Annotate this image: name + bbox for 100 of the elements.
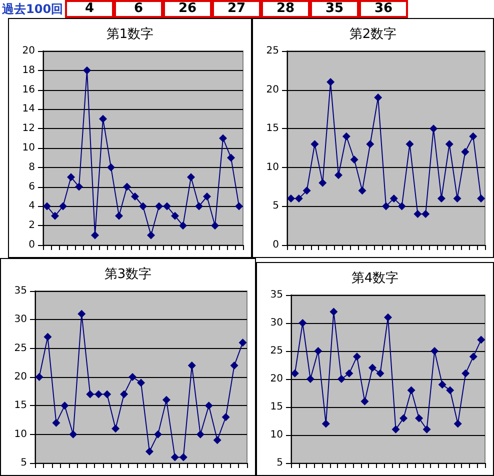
point bbox=[298, 319, 307, 327]
y-tick-label: 2 bbox=[28, 220, 35, 232]
point bbox=[400, 414, 408, 422]
y-tick-label: 15 bbox=[266, 123, 279, 134]
point bbox=[454, 420, 462, 428]
point bbox=[469, 352, 478, 361]
point bbox=[227, 154, 235, 162]
point bbox=[294, 194, 303, 202]
point bbox=[179, 453, 188, 462]
chart-title: 第3数字 bbox=[104, 266, 152, 282]
point bbox=[390, 194, 398, 202]
point bbox=[438, 380, 446, 389]
point bbox=[453, 194, 462, 202]
y-tick-label: 12 bbox=[22, 123, 35, 134]
point bbox=[290, 369, 299, 378]
point bbox=[103, 390, 112, 398]
y-tick-label: 10 bbox=[14, 428, 27, 440]
point bbox=[345, 369, 354, 378]
y-tick-label: 18 bbox=[22, 64, 35, 76]
point bbox=[162, 396, 170, 404]
point bbox=[195, 202, 203, 210]
point bbox=[222, 413, 230, 422]
point bbox=[374, 94, 382, 102]
point bbox=[422, 425, 431, 434]
point bbox=[330, 308, 338, 316]
point bbox=[235, 202, 243, 210]
point bbox=[75, 182, 83, 191]
point bbox=[137, 378, 145, 387]
point bbox=[91, 231, 99, 240]
point bbox=[358, 186, 366, 195]
point bbox=[123, 182, 131, 191]
point bbox=[35, 373, 44, 381]
y-tick-label: 35 bbox=[14, 286, 27, 296]
point bbox=[392, 425, 400, 434]
point bbox=[107, 163, 115, 172]
y-tick-label: 10 bbox=[270, 430, 283, 440]
point bbox=[314, 347, 322, 355]
point bbox=[407, 386, 416, 394]
y-tick-label: 25 bbox=[14, 342, 27, 354]
point bbox=[368, 364, 376, 372]
point bbox=[69, 430, 78, 438]
point bbox=[437, 194, 446, 202]
y-tick-label: 25 bbox=[270, 346, 283, 356]
y-tick-label: 5 bbox=[20, 458, 27, 468]
point bbox=[318, 178, 327, 187]
point bbox=[86, 390, 94, 398]
y-tick-label: 5 bbox=[272, 200, 279, 212]
point bbox=[187, 173, 195, 182]
text: 6 bbox=[114, 0, 164, 18]
point bbox=[78, 310, 86, 318]
point bbox=[60, 402, 69, 410]
point bbox=[128, 373, 137, 381]
point bbox=[310, 140, 319, 148]
point bbox=[52, 418, 60, 427]
point bbox=[337, 375, 346, 383]
point bbox=[445, 140, 454, 148]
point bbox=[376, 369, 384, 378]
y-tick-label: 10 bbox=[22, 142, 35, 154]
point bbox=[360, 397, 369, 406]
point bbox=[170, 453, 179, 462]
point bbox=[430, 347, 439, 355]
point bbox=[219, 134, 227, 142]
y-tick-label: 35 bbox=[270, 290, 283, 300]
point bbox=[430, 124, 438, 133]
point bbox=[145, 448, 154, 456]
point bbox=[171, 212, 179, 220]
point bbox=[462, 369, 470, 378]
point bbox=[230, 362, 238, 370]
point bbox=[163, 202, 171, 210]
point bbox=[446, 386, 454, 394]
point bbox=[115, 212, 123, 220]
point bbox=[51, 212, 59, 220]
text: 26 bbox=[163, 0, 212, 18]
point bbox=[342, 132, 350, 140]
point bbox=[94, 390, 103, 398]
y-tick-label: 30 bbox=[270, 318, 283, 328]
point bbox=[99, 114, 107, 123]
y-tick-label: 14 bbox=[22, 104, 35, 115]
text: 36 bbox=[359, 0, 408, 18]
point bbox=[67, 173, 75, 182]
point bbox=[112, 424, 120, 433]
point bbox=[422, 210, 430, 218]
point bbox=[131, 192, 139, 200]
point bbox=[44, 332, 52, 341]
y-tick-label: 20 bbox=[266, 84, 279, 96]
point bbox=[326, 78, 335, 86]
y-tick-label: 10 bbox=[266, 162, 279, 173]
point bbox=[461, 148, 470, 156]
chart-title: 第1数字 bbox=[106, 26, 154, 42]
point bbox=[366, 140, 374, 148]
point bbox=[286, 194, 295, 202]
point bbox=[154, 430, 162, 438]
point bbox=[188, 362, 196, 370]
point bbox=[352, 352, 361, 361]
y-tick-label: 25 bbox=[266, 46, 279, 56]
point bbox=[322, 420, 330, 428]
chart-title: 第4数字 bbox=[351, 270, 399, 286]
point bbox=[238, 338, 247, 347]
y-tick-label: 6 bbox=[28, 181, 35, 192]
point bbox=[43, 202, 51, 210]
